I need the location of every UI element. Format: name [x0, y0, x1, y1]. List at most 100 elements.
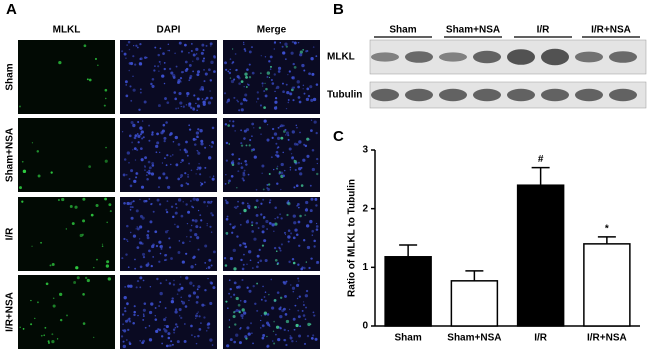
- cell-dot: [146, 233, 150, 237]
- micrograph: [120, 197, 217, 271]
- cell-dot: [291, 40, 295, 44]
- cell-dot: [306, 137, 310, 141]
- cell-dot: [266, 344, 270, 348]
- cell-dot: [228, 326, 231, 328]
- cell-dot: [199, 129, 203, 133]
- cell-dot: [298, 334, 302, 338]
- cell-dot: [233, 311, 236, 314]
- cell-dot: [285, 83, 288, 86]
- cell-dot: [284, 313, 288, 316]
- cell-dot: [277, 146, 280, 149]
- cell-dot: [127, 240, 129, 242]
- cell-dot: [299, 53, 303, 57]
- cell-dot: [261, 82, 264, 85]
- cell-dot: [282, 82, 284, 85]
- cell-dot: [161, 162, 164, 164]
- cell-dot: [223, 92, 227, 95]
- cell-dot: [138, 108, 141, 112]
- cell-dot: [312, 334, 315, 337]
- cell-dot: [128, 48, 131, 51]
- cell-dot: [194, 317, 197, 320]
- cell-dot: [307, 94, 311, 98]
- cell-dot: [172, 73, 176, 78]
- cell-dot: [105, 97, 107, 100]
- cell-dot: [268, 60, 271, 63]
- cell-dot: [130, 169, 134, 173]
- cell-dot: [293, 86, 296, 89]
- cell-dot: [226, 344, 230, 348]
- cell-dot: [196, 288, 199, 291]
- cell-dot: [311, 229, 315, 233]
- cell-dot: [297, 315, 301, 319]
- cell-dot: [273, 168, 275, 171]
- cell-dot: [268, 183, 271, 186]
- group-label: Sham+NSA: [446, 25, 500, 36]
- cell-dot: [273, 132, 278, 136]
- cell-dot: [104, 197, 108, 201]
- cell-dot: [227, 124, 231, 127]
- blot-band: [371, 88, 399, 102]
- cell-dot: [229, 338, 233, 342]
- cell-dot: [189, 281, 193, 285]
- cell-dot: [170, 71, 174, 75]
- cell-dot: [34, 317, 36, 320]
- cell-dot: [234, 130, 236, 132]
- cell-dot: [156, 198, 160, 202]
- cell-dot: [165, 121, 168, 124]
- cell-dot: [289, 166, 292, 169]
- cell-dot: [171, 343, 174, 346]
- cell-dot: [192, 137, 196, 141]
- cell-dot: [195, 47, 199, 51]
- cell-dot: [246, 326, 250, 330]
- cell-dot: [44, 326, 47, 329]
- cell-dot: [230, 174, 234, 178]
- cell-dot: [196, 312, 198, 315]
- cell-dot: [270, 156, 273, 159]
- cell-dot: [210, 45, 212, 47]
- cell-dot: [138, 62, 143, 66]
- cell-dot: [159, 291, 163, 296]
- cell-dot: [127, 40, 131, 44]
- cell-dot: [246, 68, 249, 71]
- cell-dot: [181, 241, 185, 245]
- cell-dot: [82, 293, 85, 296]
- cell-dot: [188, 299, 190, 301]
- cell-dot: [253, 127, 255, 129]
- cell-dot: [132, 55, 135, 58]
- cell-dot: [303, 266, 306, 270]
- cell-dot: [250, 322, 252, 325]
- cell-dot: [248, 289, 252, 293]
- cell-dot: [71, 222, 75, 226]
- cell-dot: [243, 169, 246, 172]
- cell-dot: [243, 129, 247, 133]
- cell-dot: [231, 62, 234, 65]
- cell-dot: [287, 134, 290, 137]
- y-tick-label: 0: [362, 321, 368, 332]
- cell-dot: [286, 213, 289, 217]
- cell-dot: [275, 333, 277, 336]
- cell-dot: [262, 216, 266, 219]
- cell-dot: [291, 258, 295, 261]
- cell-dot: [207, 322, 211, 326]
- cell-dot: [276, 263, 279, 265]
- cell-dot: [198, 167, 202, 171]
- cell-dot: [288, 308, 291, 311]
- cell-dot: [210, 264, 213, 267]
- cell-dot: [251, 71, 255, 75]
- cell-dot: [248, 144, 251, 147]
- cell-dot: [178, 41, 182, 45]
- cell-dot: [154, 65, 156, 67]
- cell-dot: [314, 337, 318, 341]
- cell-dot: [174, 223, 176, 226]
- cell-dot: [181, 159, 184, 162]
- cell-dot: [265, 87, 268, 91]
- cell-dot: [129, 208, 132, 211]
- cell-dot: [186, 182, 190, 186]
- cell-dot: [309, 184, 312, 187]
- cell-dot: [151, 161, 155, 165]
- cell-dot: [313, 245, 316, 248]
- cell-dot: [183, 323, 186, 325]
- cell-dot: [227, 182, 230, 184]
- cell-dot: [166, 200, 169, 202]
- row-label: Sham: [5, 63, 16, 90]
